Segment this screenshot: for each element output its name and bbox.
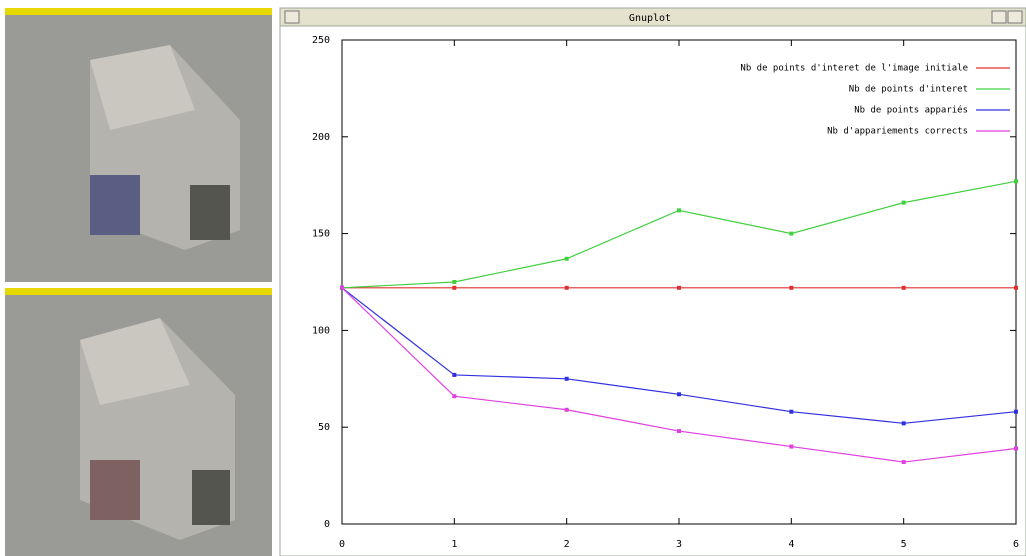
x-tick-label: 3	[676, 539, 682, 550]
point-marker	[452, 373, 456, 377]
point-marker	[1014, 446, 1018, 450]
image-window	[5, 8, 272, 282]
point-marker	[789, 232, 793, 236]
y-tick-label: 50	[318, 422, 330, 433]
point-marker	[677, 286, 681, 290]
x-tick-label: 1	[451, 539, 457, 550]
point-marker	[340, 286, 344, 290]
y-tick-label: 150	[312, 229, 330, 240]
y-tick-label: 250	[312, 35, 330, 46]
image-window	[5, 288, 272, 556]
legend-label: Nb d'appariements corrects	[827, 127, 968, 137]
point-marker	[565, 377, 569, 381]
door-shape	[192, 470, 230, 525]
point-marker	[677, 429, 681, 433]
page: {"window": {"title": "Gnuplot"}, "chart_…	[0, 0, 1026, 556]
point-marker	[902, 421, 906, 425]
figure-shape	[90, 175, 140, 235]
legend-label: Nb de points d'interet de l'image initia…	[740, 64, 968, 74]
point-marker	[789, 410, 793, 414]
y-tick-label: 100	[312, 325, 330, 336]
y-tick-label: 200	[312, 132, 330, 143]
point-marker	[565, 408, 569, 412]
y-tick-label: 0	[324, 519, 330, 530]
point-marker	[1014, 179, 1018, 183]
point-marker	[1014, 410, 1018, 414]
x-tick-label: 5	[901, 539, 907, 550]
point-marker	[452, 394, 456, 398]
maximize-button[interactable]	[1008, 11, 1022, 23]
point-marker	[452, 286, 456, 290]
point-marker	[902, 460, 906, 464]
screen: Gnuplot 0 50 100 150 200 250 0 1 2 3 4 5 6 Nb de poin…	[0, 0, 1026, 556]
point-marker	[902, 286, 906, 290]
point-marker	[789, 445, 793, 449]
point-marker	[677, 208, 681, 212]
figure-shape	[90, 460, 140, 520]
title-bar[interactable]	[5, 288, 272, 295]
point-marker	[565, 286, 569, 290]
point-marker	[452, 280, 456, 284]
point-marker	[902, 201, 906, 205]
point-marker	[677, 392, 681, 396]
x-tick-label: 2	[564, 539, 570, 550]
x-tick-label: 0	[339, 539, 345, 550]
menu-button[interactable]	[285, 11, 299, 23]
title-bar[interactable]	[5, 8, 272, 15]
legend-label: Nb de points d'interet	[849, 85, 968, 95]
point-marker	[1014, 286, 1018, 290]
minimize-button[interactable]	[992, 11, 1006, 23]
x-tick-label: 6	[1013, 539, 1019, 550]
x-tick-label: 4	[788, 539, 794, 550]
door-shape	[190, 185, 230, 240]
window-title: Gnuplot	[629, 13, 671, 24]
point-marker	[565, 257, 569, 261]
point-marker	[789, 286, 793, 290]
legend-label: Nb de points appariés	[854, 105, 968, 116]
